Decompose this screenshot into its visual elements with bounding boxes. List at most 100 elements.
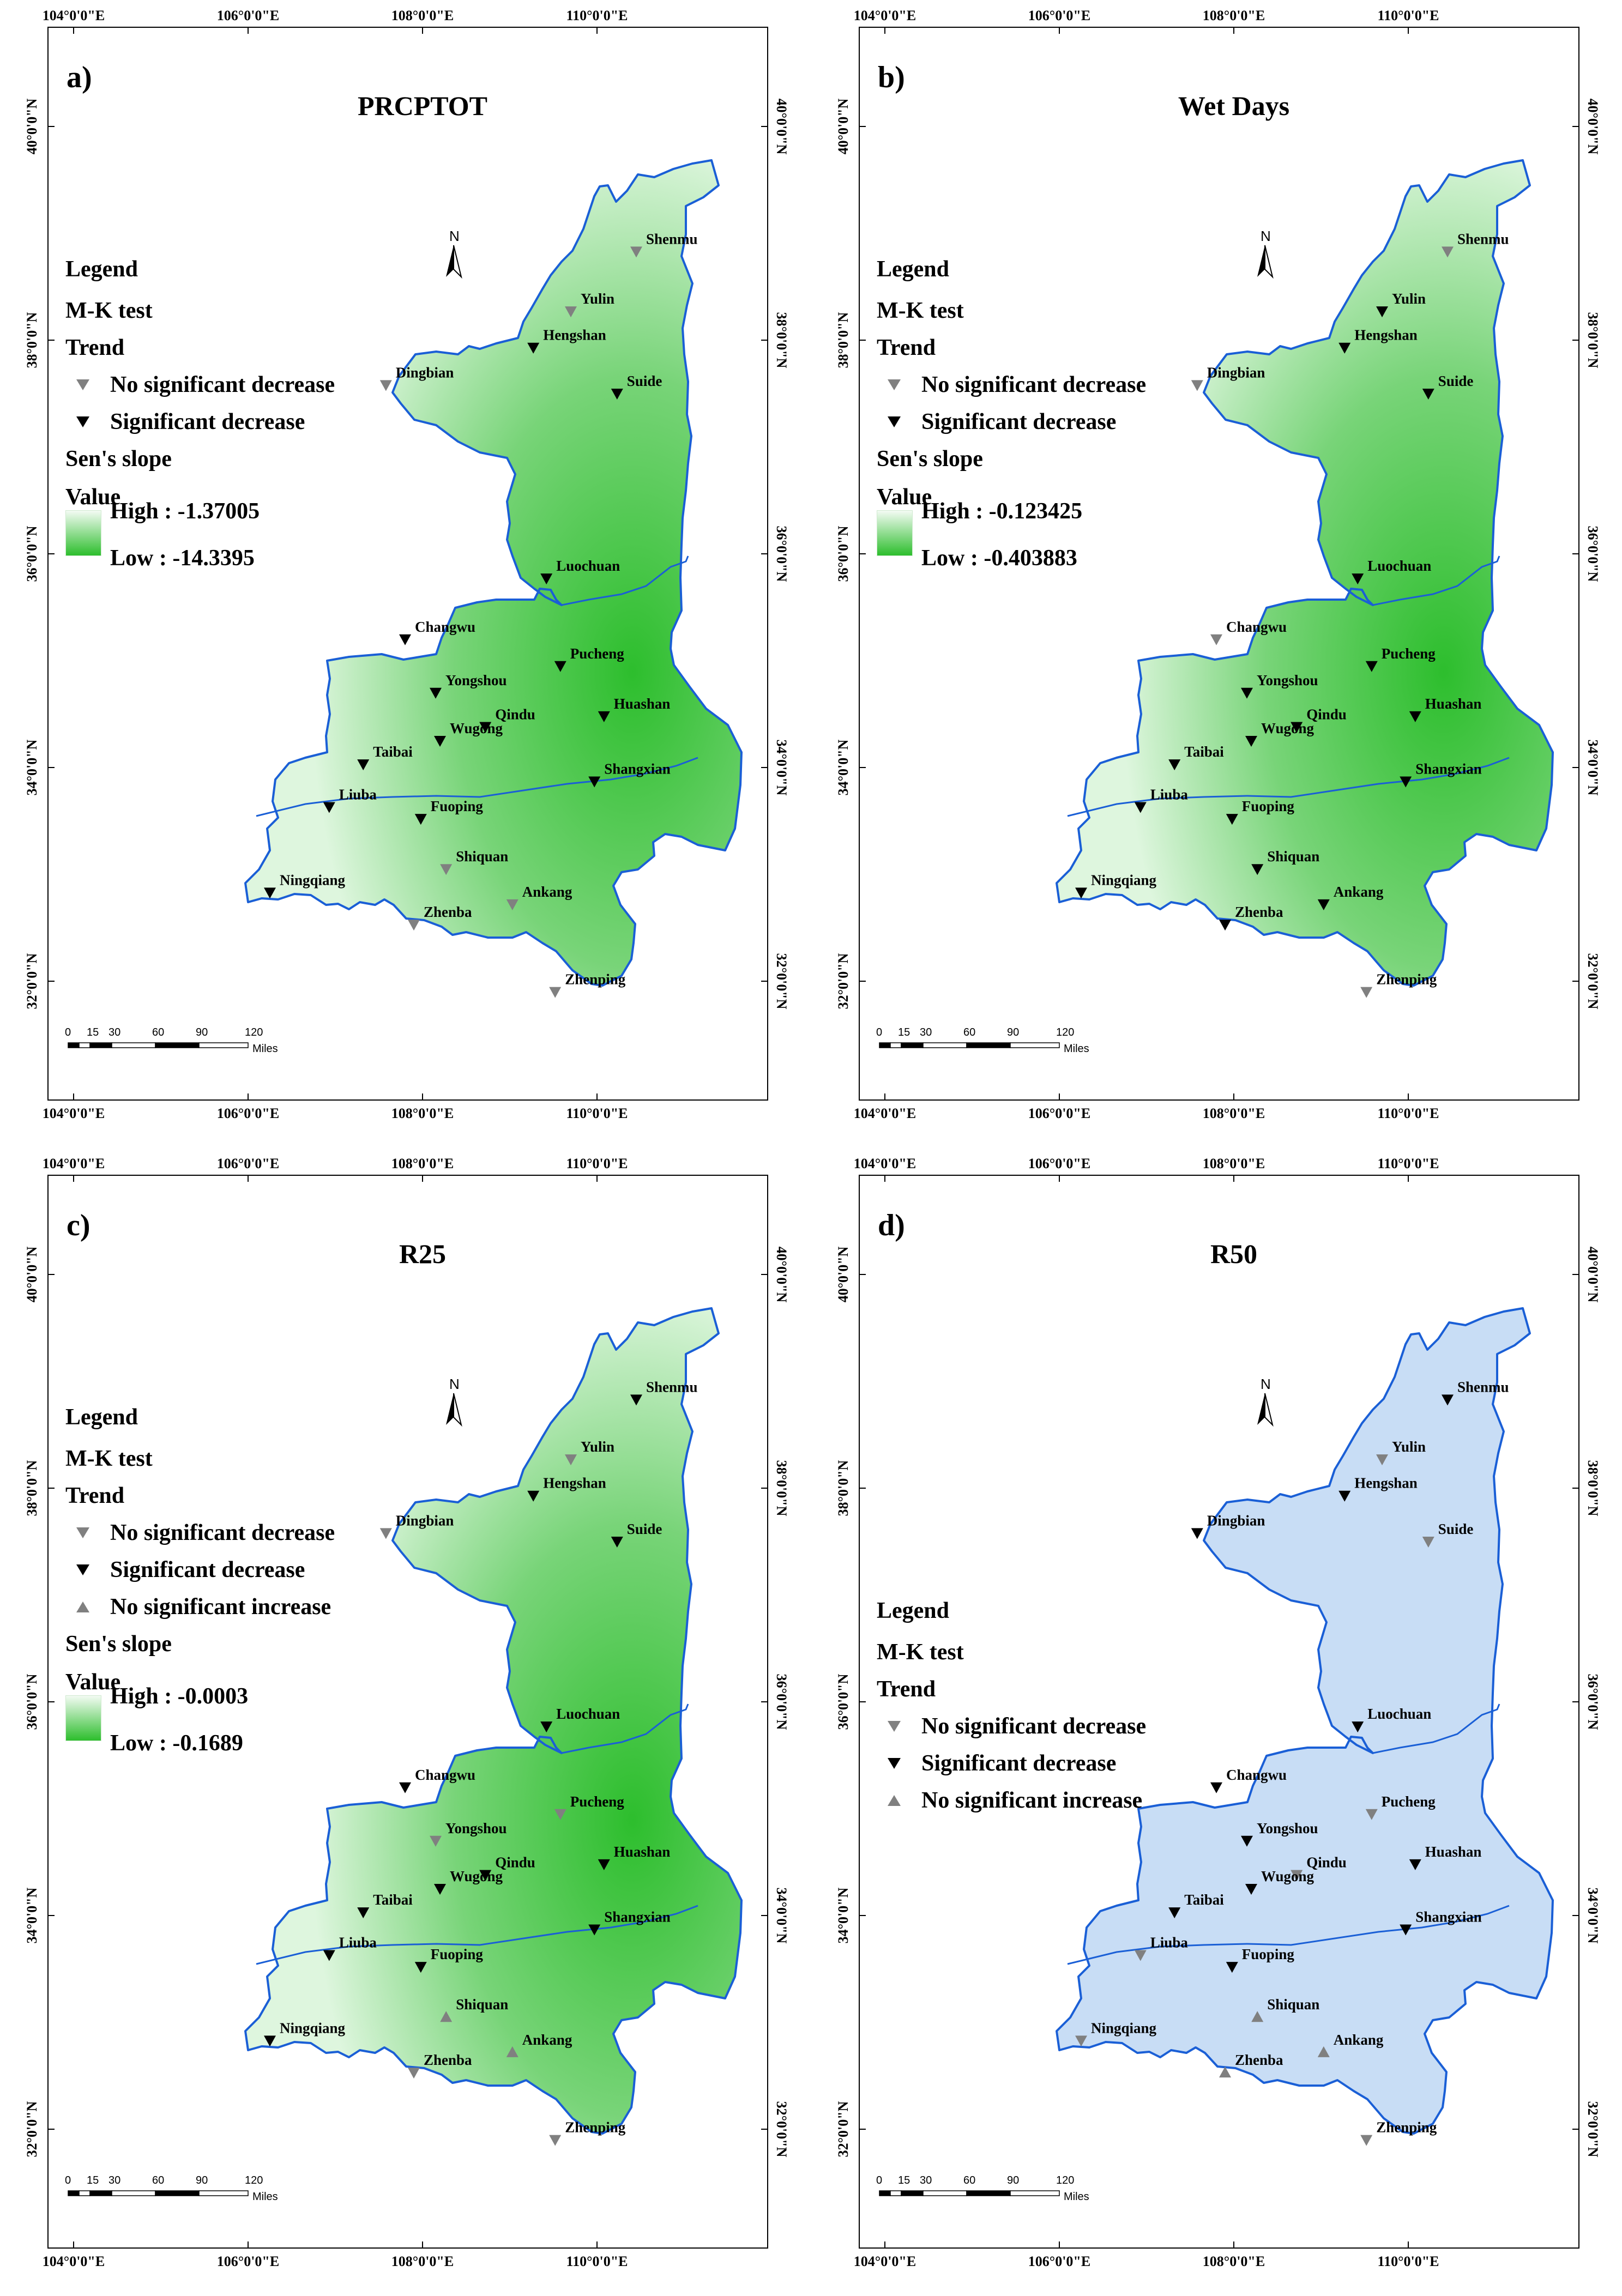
station-label: Shiquan [1267,848,1319,865]
station-marker-sig-decrease [414,1962,427,1973]
station-marker-no-sig-decrease [1422,1537,1434,1548]
map-panel-1: Shenmu Yulin Hengshan Suide Dingbian Luochuan… [811,0,1622,1148]
no-sig-decrease-legend-icon [888,1721,901,1732]
lat-tick-label: 36°0'0"N [835,525,851,582]
legend-item-label: No significant decrease [921,372,1147,397]
province-region [244,159,743,987]
lat-tick-label: 34°0'0"N [24,1887,40,1944]
legend-item-label: No significant decrease [110,1520,335,1545]
sig-decrease-legend-icon [76,416,89,427]
station-marker-no-sig-decrease [1191,380,1203,391]
lat-tick-label: 40°0'0"N [835,1246,851,1303]
lat-tick-label: 34°0'0"N [774,1887,789,1944]
station-label: Suide [1438,373,1474,389]
lat-tick-label: 34°0'0"N [24,739,40,796]
station-marker-no-sig-decrease [565,1454,577,1466]
scale-tick-label: 60 [963,1026,976,1038]
station-marker-sig-decrease [540,573,553,585]
map-panel-0: Shenmu Yulin Hengshan Suide Dingbian Luochuan… [0,0,811,1148]
station-label: Zhenping [565,2119,626,2136]
lon-tick-label: 108°0'0"E [1202,8,1265,23]
lat-tick-label: 32°0'0"N [24,953,40,1010]
station-label: Dingbian [396,364,454,380]
lat-tick-label: 38°0'0"N [774,1460,789,1516]
station-label: Shiquan [1267,1996,1319,2013]
station-marker-sig-decrease [264,2035,276,2047]
scale-unit-label: Miles [252,2191,278,2203]
station-label: Changwu [415,1767,475,1783]
legend-item-label: Significant decrease [921,409,1117,434]
lon-tick-label: 104°0'0"E [853,1105,916,1121]
lat-tick-label: 34°0'0"N [835,1887,851,1944]
province-region [1056,159,1554,987]
station-label: Shiquan [456,848,508,865]
station-label: Shangxian [1415,760,1482,777]
lat-tick-label: 34°0'0"N [835,739,851,796]
station-label: Qindu [1306,706,1347,723]
lon-tick-label: 106°0'0"E [1028,1105,1091,1121]
station-label: Zhenping [1376,2119,1437,2136]
station-label: Luochuan [1367,1706,1431,1722]
lat-tick-label: 34°0'0"N [774,739,789,796]
station-label: Luochuan [1367,558,1431,574]
station-label: Fuoping [431,1946,484,1962]
province-region [244,1307,743,2135]
lon-tick-label: 110°0'0"E [566,2253,628,2269]
station-label: Dingbian [1207,364,1265,380]
station-label: Yongshou [1257,672,1318,688]
lon-tick-label: 108°0'0"E [1202,1156,1265,1171]
station-label: Pucheng [570,645,625,662]
lon-tick-label: 108°0'0"E [391,8,454,23]
station-label: Liuba [339,1935,377,1951]
station-marker-sig-decrease [527,1490,540,1502]
station-marker-sig-decrease [1191,1528,1203,1539]
region-boundary [561,1703,689,1754]
station-label: Qindu [495,706,535,723]
station-marker-sig-decrease [1317,899,1330,910]
lat-tick-label: 32°0'0"N [1585,2101,1601,2158]
lon-tick-label: 108°0'0"E [1202,1105,1265,1121]
scale-tick-label: 15 [87,2174,99,2186]
north-label: N [1261,1376,1271,1392]
scale-tick-label: 15 [87,1026,99,1038]
station-marker-no-sig-decrease [554,1809,566,1820]
station-marker-no-sig-increase [440,2011,453,2022]
lon-tick-label: 110°0'0"E [1377,2253,1439,2269]
scale-unit-label: Miles [1064,2191,1089,2203]
station-marker-no-sig-decrease [1365,1809,1378,1820]
station-marker-no-sig-decrease [565,306,577,318]
panel-letter: c) [67,1209,91,1242]
station-marker-no-sig-decrease [1360,987,1373,998]
station-label: Pucheng [570,1793,625,1810]
lon-tick-label: 108°0'0"E [391,2253,454,2269]
lat-tick-label: 32°0'0"N [835,953,851,1010]
station-marker-sig-decrease [1219,920,1231,931]
station-label: Zhenba [1235,2052,1283,2068]
station-label: Ankang [1334,884,1384,900]
station-label: Hengshan [543,327,606,343]
legend-item-label: No significant decrease [110,372,335,397]
legend-value-label: Value [877,485,932,510]
station-marker-sig-decrease [527,342,540,354]
station-marker-no-sig-increase [1251,2011,1264,2022]
station-marker-no-sig-increase [1317,2046,1330,2057]
station-marker-sig-decrease [434,1884,446,1895]
lat-tick-label: 38°0'0"N [1585,312,1601,368]
station-label: Yulin [581,1439,614,1455]
lon-tick-label: 110°0'0"E [1377,1105,1439,1121]
lat-tick-label: 36°0'0"N [1585,1673,1601,1730]
scale-tick-label: 90 [1007,1026,1020,1038]
scale-tick-label: 30 [920,2174,932,2186]
no-sig-increase-legend-icon [888,1795,901,1806]
station-label: Zhenba [424,2052,472,2068]
scale-tick-label: 60 [152,2174,165,2186]
station-label: Suide [627,373,662,389]
station-label: Shenmu [646,1379,698,1395]
north-label: N [449,1376,460,1392]
scale-tick-label: 30 [108,2174,121,2186]
station-marker-no-sig-increase [1219,2067,1231,2078]
lon-tick-label: 108°0'0"E [1202,2253,1265,2269]
color-ramp [877,510,913,556]
lat-tick-label: 38°0'0"N [774,312,789,368]
station-label: Qindu [495,1854,535,1871]
